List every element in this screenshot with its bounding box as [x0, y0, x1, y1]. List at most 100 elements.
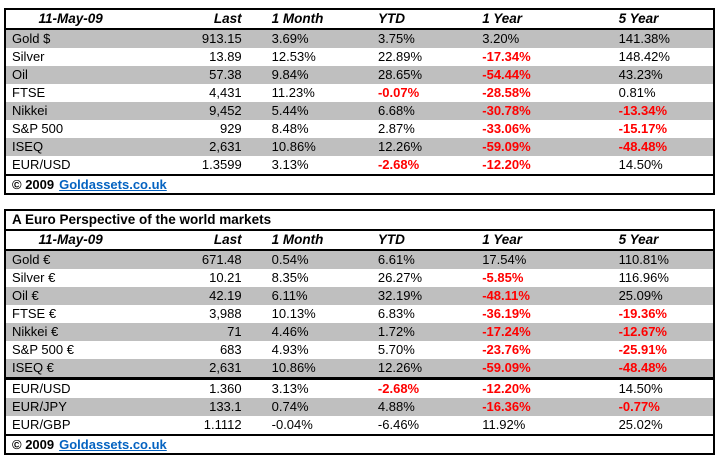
- row-label: Silver: [12, 49, 45, 64]
- percent-value: 25.02%: [618, 417, 663, 432]
- table-row: Silver € 10.21 8.35% 26.27% -5.85% 116.96%: [5, 269, 714, 287]
- percent-value: 26.27%: [377, 270, 423, 285]
- table-row: Nikkei 9,452 5.44% 6.68% -30.78% -13.34%: [5, 102, 714, 120]
- table-row: Nikkei €71 4.46% 1.72% -17.24% -12.67%: [5, 323, 714, 341]
- last-value: 2,631: [135, 138, 250, 156]
- last-value: 9,452: [135, 102, 250, 120]
- usd-footer-row: © 2009 Goldassets.co.uk: [5, 174, 714, 194]
- row-label: Silver €: [12, 270, 56, 285]
- percent-value: -36.19%: [482, 306, 531, 321]
- last-value: 10.21: [209, 270, 242, 285]
- percent-value: -48.11%: [462, 287, 599, 305]
- percent-value: -0.77%: [598, 398, 714, 416]
- percent-value: -48.48%: [598, 138, 714, 156]
- usd-col-header-ytd: YTD: [355, 9, 463, 30]
- percent-value: -23.76%: [482, 342, 531, 357]
- euro-col-header-1month: 1 Month: [249, 230, 356, 251]
- percent-value: 28.65%: [355, 66, 463, 84]
- percent-value: 12.26%: [355, 359, 463, 379]
- percent-value: 3.69%: [249, 29, 356, 48]
- row-label: ISEQ €: [5, 359, 136, 379]
- table-row: ISEQ €2,631 10.86% 12.26% -59.09% -48.48%: [5, 359, 714, 379]
- last-value: 4,431: [209, 85, 242, 100]
- percent-value: 10.13%: [271, 306, 316, 321]
- percent-value: -59.09%: [462, 359, 599, 379]
- table-row: Oil 57.38 9.84% 28.65% -54.44% 43.23%: [5, 66, 714, 84]
- last-value: 3,988: [209, 306, 242, 321]
- percent-value: 0.81%: [618, 85, 656, 100]
- euro-col-header-5year: 5 Year: [598, 230, 714, 251]
- percent-value: -59.09%: [462, 138, 599, 156]
- table-row: EUR/JPY 133.1 0.74% 4.88% -16.36% -0.77%: [5, 398, 714, 416]
- percent-value: -6.46%: [377, 417, 420, 432]
- percent-value: 11.23%: [271, 85, 315, 100]
- percent-value: 0.54%: [249, 250, 356, 269]
- percent-value: 3.13%: [249, 377, 356, 398]
- percent-value: 43.23%: [598, 66, 714, 84]
- percent-value: 1.72%: [355, 323, 463, 341]
- row-label: ISEQ: [5, 138, 136, 156]
- percent-value: 3.20%: [462, 29, 599, 48]
- percent-value: -2.68%: [355, 377, 463, 398]
- percent-value: -48.48%: [598, 359, 714, 379]
- table-row: EUR/USD 1.360 3.13% -2.68% -12.20% 14.50%: [5, 377, 714, 398]
- percent-value: 5.44%: [249, 102, 356, 120]
- usd-col-header-last: Last: [135, 9, 250, 30]
- percent-value: 10.86%: [249, 359, 356, 379]
- percent-value: -12.20%: [482, 157, 531, 172]
- percent-value: 3.75%: [355, 29, 463, 48]
- percent-value: 116.96%: [618, 270, 669, 285]
- percent-value: -28.58%: [482, 85, 531, 100]
- percent-value: -25.91%: [618, 342, 667, 357]
- percent-value: 8.35%: [271, 270, 309, 285]
- row-label: Nikkei: [5, 102, 136, 120]
- euro-header-row: 11-May-09 Last 1 Month YTD 1 Year 5 Year: [5, 230, 714, 251]
- last-value: 71: [135, 323, 250, 341]
- percent-value: 4.46%: [249, 323, 356, 341]
- euro-col-header-1year: 1 Year: [462, 230, 599, 251]
- row-label: EUR/GBP: [12, 417, 71, 432]
- percent-value: -13.34%: [598, 102, 714, 120]
- percent-value: -2.68%: [377, 157, 420, 172]
- table-row: S&P 500 € 683 4.93% 5.70% -23.76% -25.91%: [5, 341, 714, 359]
- usd-date-header: 11-May-09: [5, 9, 136, 30]
- last-value: 57.38: [135, 66, 250, 84]
- table-row: EUR/GBP 1.1112 -0.04% -6.46% 11.92% 25.02%: [5, 416, 714, 435]
- usd-col-header-5year: 5 Year: [598, 9, 714, 30]
- percent-value: 22.89%: [377, 49, 423, 64]
- percent-value: -33.06%: [482, 121, 531, 136]
- last-value: 929: [219, 121, 242, 136]
- euro-date-header: 11-May-09: [5, 230, 136, 251]
- last-value: 1.3599: [201, 157, 242, 172]
- row-label: EUR/JPY: [5, 398, 136, 416]
- euro-footer-row: © 2009 Goldassets.co.uk: [5, 434, 714, 454]
- percent-value: -17.24%: [462, 323, 599, 341]
- percent-value: 10.86%: [249, 138, 356, 156]
- row-label: S&P 500 €: [12, 342, 74, 357]
- percent-value: -12.20%: [462, 377, 599, 398]
- percent-value: 4.93%: [271, 342, 309, 357]
- table-row: Silver 13.89 12.53% 22.89% -17.34% 148.42%: [5, 48, 714, 66]
- euro-title-row: A Euro Perspective of the world markets: [5, 210, 714, 231]
- usd-goldassets-link[interactable]: Goldassets.co.uk: [59, 177, 167, 192]
- euro-goldassets-link[interactable]: Goldassets.co.uk: [59, 437, 167, 452]
- euro-col-header-last: Last: [135, 230, 250, 251]
- percent-value: -0.04%: [271, 417, 313, 432]
- percent-value: -54.44%: [462, 66, 599, 84]
- percent-value: -5.85%: [482, 270, 524, 285]
- row-label: Oil €: [5, 287, 136, 305]
- percent-value: 110.81%: [598, 250, 714, 269]
- percent-value: -17.34%: [482, 49, 531, 64]
- percent-value: 6.83%: [377, 306, 415, 321]
- percent-value: -0.07%: [377, 85, 420, 100]
- row-label: S&P 500: [12, 121, 64, 136]
- row-label: Gold €: [5, 250, 136, 269]
- last-value: 1.360: [135, 377, 250, 398]
- percent-value: 14.50%: [618, 157, 663, 172]
- last-value: 133.1: [135, 398, 250, 416]
- usd-header-row: 11-May-09 Last 1 Month YTD 1 Year 5 Year: [5, 9, 714, 30]
- percent-value: 3.13%: [271, 157, 309, 172]
- row-label: Oil: [5, 66, 136, 84]
- percent-value: -19.36%: [618, 306, 667, 321]
